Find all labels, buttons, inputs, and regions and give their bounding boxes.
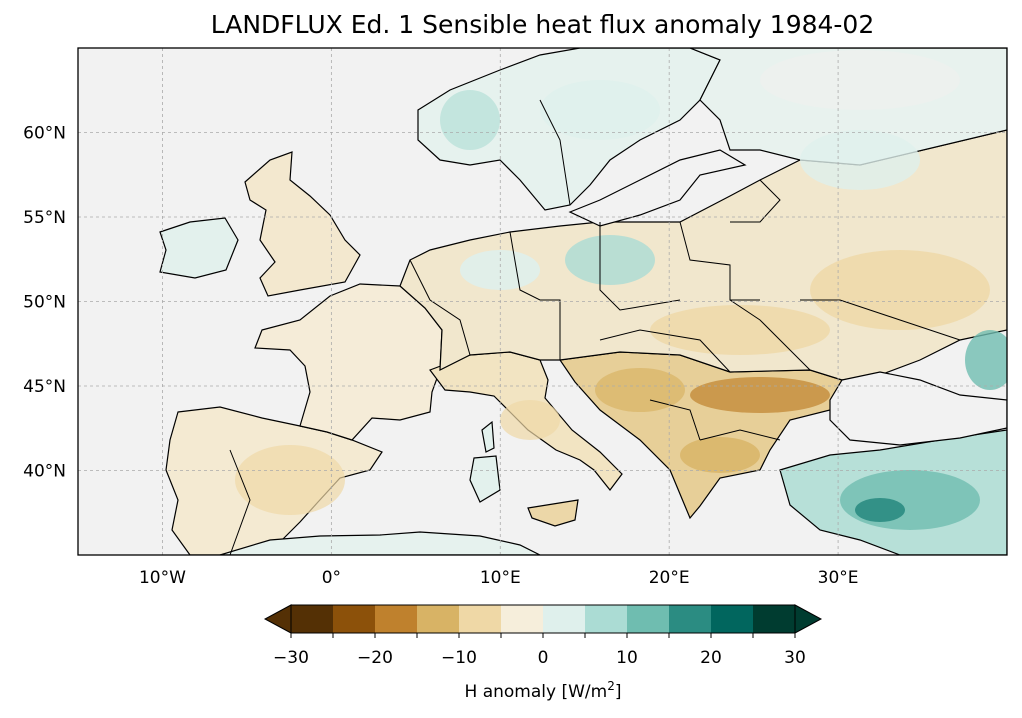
land-layer <box>159 48 1007 555</box>
colorbar-segment <box>333 605 376 633</box>
lat-tick-label: 50°N <box>23 293 66 313</box>
colorbar-extend-min <box>263 604 292 634</box>
land-sardinia <box>469 455 501 503</box>
colorbar-segment <box>585 605 628 633</box>
colorbar-segment <box>501 605 544 633</box>
colorbar-tick-label: −20 <box>357 648 393 668</box>
colorbar-tick-label: 30 <box>784 648 806 668</box>
map-title: LANDFLUX Ed. 1 Sensible heat flux anomal… <box>210 10 875 39</box>
lat-tick-label: 55°N <box>23 208 66 228</box>
land-sicily <box>527 499 579 527</box>
lon-tick-label: 10°E <box>480 568 521 588</box>
lon-tick-labels: 10°W 0° 10°E 20°E 30°E <box>139 568 859 588</box>
baltic-sea <box>568 149 747 227</box>
anomaly-patches <box>235 50 1007 530</box>
lat-tick-labels: 40°N 45°N 50°N 55°N 60°N <box>23 124 66 482</box>
map-frame <box>77 47 1008 556</box>
colorbar-segment <box>375 605 418 633</box>
land-corsica <box>481 420 495 453</box>
colorbar-segment <box>459 605 502 633</box>
land-north-africa <box>219 531 541 555</box>
colorbar-tick-label: 20 <box>700 648 722 668</box>
lat-tick-label: 45°N <box>23 377 66 397</box>
colorbar-tick-labels: −30 −20 −10 0 10 20 30 <box>273 633 806 668</box>
colorbar-segment <box>627 605 670 633</box>
colorbar-segment <box>417 605 460 633</box>
colorbar-segment <box>753 605 796 633</box>
colorbar-tick-label: −10 <box>441 648 477 668</box>
colorbar-segment <box>291 605 334 633</box>
colorbar-tick-label: 0 <box>538 648 549 668</box>
colorbar-tick-label: 10 <box>616 648 638 668</box>
lon-tick-label: 10°W <box>139 568 186 588</box>
colorbar-segment <box>669 605 712 633</box>
lat-tick-label: 40°N <box>23 462 66 482</box>
lat-tick-label: 60°N <box>23 124 66 144</box>
colorbar-segment <box>543 605 586 633</box>
country-borders <box>229 99 961 555</box>
colorbar-extend-max <box>794 604 823 634</box>
black-sea <box>829 371 1007 446</box>
lon-tick-label: 20°E <box>649 568 690 588</box>
colorbar-segment <box>711 605 754 633</box>
colorbar-label: H anomaly [W/m2] <box>465 679 622 702</box>
gridlines <box>78 48 1007 555</box>
land-ireland <box>159 217 239 279</box>
land-france <box>254 283 443 441</box>
lon-tick-label: 30°E <box>818 568 859 588</box>
lon-tick-label: 0° <box>322 568 341 588</box>
colorbar-tick-label: −30 <box>273 648 309 668</box>
colorbar <box>263 604 823 634</box>
